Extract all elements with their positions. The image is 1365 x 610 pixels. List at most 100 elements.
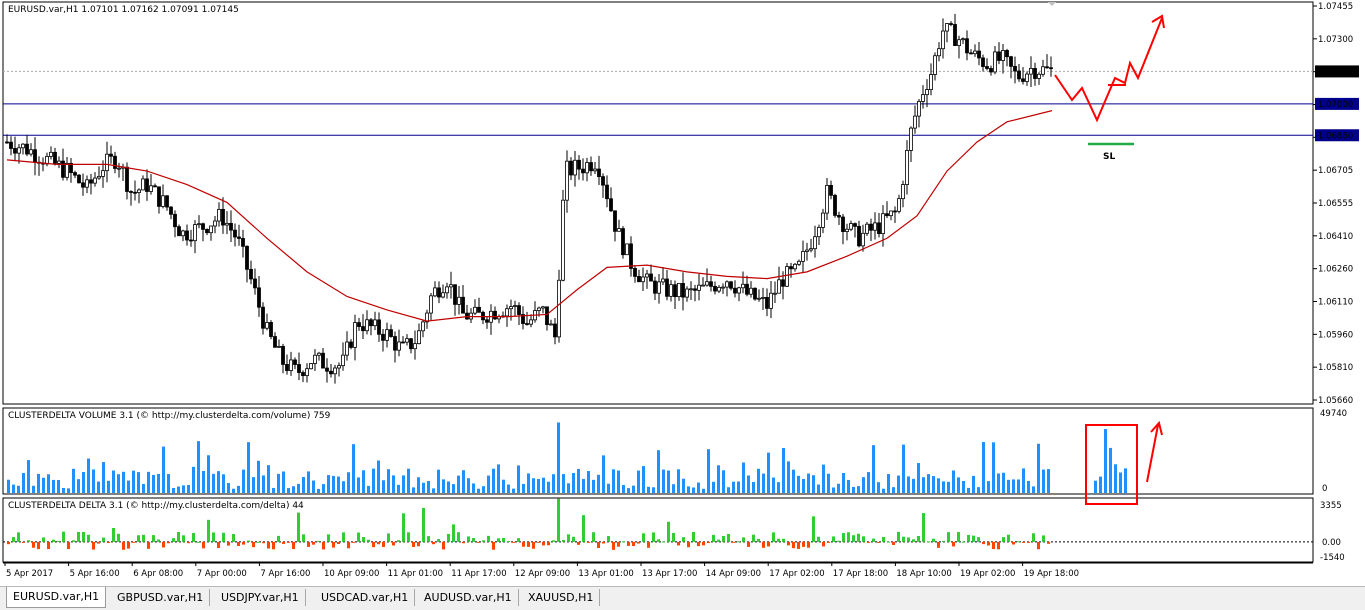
candle-body[interactable] — [317, 352, 321, 356]
candle-body[interactable] — [789, 266, 793, 270]
candle-body[interactable] — [825, 184, 829, 214]
candle-body[interactable] — [109, 153, 113, 157]
candle-body[interactable] — [941, 30, 945, 50]
candle-body[interactable] — [257, 287, 261, 308]
candle-body[interactable] — [973, 50, 977, 55]
candle-body[interactable] — [893, 210, 897, 213]
candle-body[interactable] — [153, 185, 157, 188]
candle-body[interactable] — [625, 243, 629, 256]
candle-body[interactable] — [837, 215, 841, 218]
candle-body[interactable] — [97, 175, 101, 179]
candle-body[interactable] — [857, 225, 861, 247]
candle-body[interactable] — [433, 287, 437, 297]
candle-body[interactable] — [229, 222, 233, 231]
candle-body[interactable] — [417, 330, 421, 345]
candle-body[interactable] — [561, 199, 565, 281]
candle-body[interactable] — [897, 198, 901, 212]
candle-body[interactable] — [309, 363, 313, 370]
candle-body[interactable] — [373, 319, 377, 327]
candle-body[interactable] — [841, 216, 845, 232]
candle-body[interactable] — [1045, 66, 1049, 69]
candle-body[interactable] — [1025, 73, 1029, 82]
candle-body[interactable] — [665, 278, 669, 297]
candle-body[interactable] — [853, 223, 857, 227]
candle-body[interactable] — [585, 162, 589, 174]
candle-body[interactable] — [369, 319, 373, 327]
candle-body[interactable] — [457, 296, 461, 305]
candle-body[interactable] — [241, 238, 245, 247]
candle-body[interactable] — [125, 166, 129, 192]
candle-body[interactable] — [25, 143, 29, 155]
candle-body[interactable] — [749, 287, 753, 295]
candle-body[interactable] — [769, 292, 773, 309]
candle-body[interactable] — [105, 153, 109, 172]
candle-body[interactable] — [797, 260, 801, 265]
candle-body[interactable] — [629, 243, 633, 269]
candle-body[interactable] — [353, 322, 357, 348]
candle-body[interactable] — [205, 228, 209, 234]
candle-body[interactable] — [605, 184, 609, 200]
candle-body[interactable] — [713, 285, 717, 292]
candle-body[interactable] — [81, 182, 85, 188]
candle-body[interactable] — [169, 206, 173, 215]
candle-body[interactable] — [757, 297, 761, 300]
candle-body[interactable] — [21, 143, 25, 149]
candle-body[interactable] — [145, 178, 149, 192]
candle-body[interactable] — [617, 228, 621, 232]
candle-body[interactable] — [877, 222, 881, 235]
candle-body[interactable] — [1041, 66, 1045, 75]
candle-body[interactable] — [285, 364, 289, 371]
candle-body[interactable] — [621, 228, 625, 256]
candle-body[interactable] — [141, 178, 145, 191]
candle-body[interactable] — [873, 222, 877, 231]
candle-body[interactable] — [265, 322, 269, 329]
candle-body[interactable] — [73, 172, 77, 176]
candle-body[interactable] — [117, 167, 121, 170]
candle-body[interactable] — [113, 155, 117, 169]
candle-body[interactable] — [385, 329, 389, 341]
candle-body[interactable] — [725, 281, 729, 288]
candle-body[interactable] — [905, 150, 909, 186]
candle-body[interactable] — [709, 281, 713, 287]
candle-body[interactable] — [565, 160, 569, 201]
candle-body[interactable] — [513, 305, 517, 307]
candle-body[interactable] — [1017, 70, 1021, 80]
candle-body[interactable] — [693, 288, 697, 291]
candle-body[interactable] — [493, 310, 497, 320]
tab-audusd[interactable]: AUDUSD.var,H1 — [418, 589, 519, 606]
candle-body[interactable] — [661, 278, 665, 283]
candle-body[interactable] — [997, 51, 1001, 61]
candle-body[interactable] — [305, 368, 309, 377]
candle-body[interactable] — [653, 280, 657, 294]
candle-body[interactable] — [1029, 67, 1033, 75]
candle-body[interactable] — [401, 341, 405, 344]
candle-body[interactable] — [529, 319, 533, 325]
candle-body[interactable] — [349, 341, 353, 348]
candle-body[interactable] — [449, 284, 453, 288]
candle-body[interactable] — [865, 223, 869, 234]
candle-body[interactable] — [313, 354, 317, 364]
candle-body[interactable] — [181, 230, 185, 237]
candle-body[interactable] — [185, 230, 189, 241]
candle-body[interactable] — [553, 323, 557, 338]
candle-body[interactable] — [253, 278, 257, 289]
candle-body[interactable] — [609, 198, 613, 212]
candle-body[interactable] — [325, 367, 329, 372]
candle-body[interactable] — [569, 160, 573, 176]
candle-body[interactable] — [157, 186, 161, 207]
candle-body[interactable] — [741, 283, 745, 289]
candle-body[interactable] — [281, 345, 285, 365]
candle-body[interactable] — [945, 23, 949, 32]
candle-body[interactable] — [269, 322, 273, 337]
candle-body[interactable] — [409, 338, 413, 350]
candle-body[interactable] — [89, 179, 93, 184]
candle-body[interactable] — [961, 38, 965, 41]
candle-body[interactable] — [441, 292, 445, 298]
candle-body[interactable] — [597, 168, 601, 178]
candle-body[interactable] — [977, 50, 981, 59]
candle-body[interactable] — [641, 276, 645, 283]
candle-body[interactable] — [957, 39, 961, 46]
candle-body[interactable] — [17, 147, 21, 154]
candle-body[interactable] — [77, 174, 81, 184]
candle-body[interactable] — [909, 127, 913, 151]
